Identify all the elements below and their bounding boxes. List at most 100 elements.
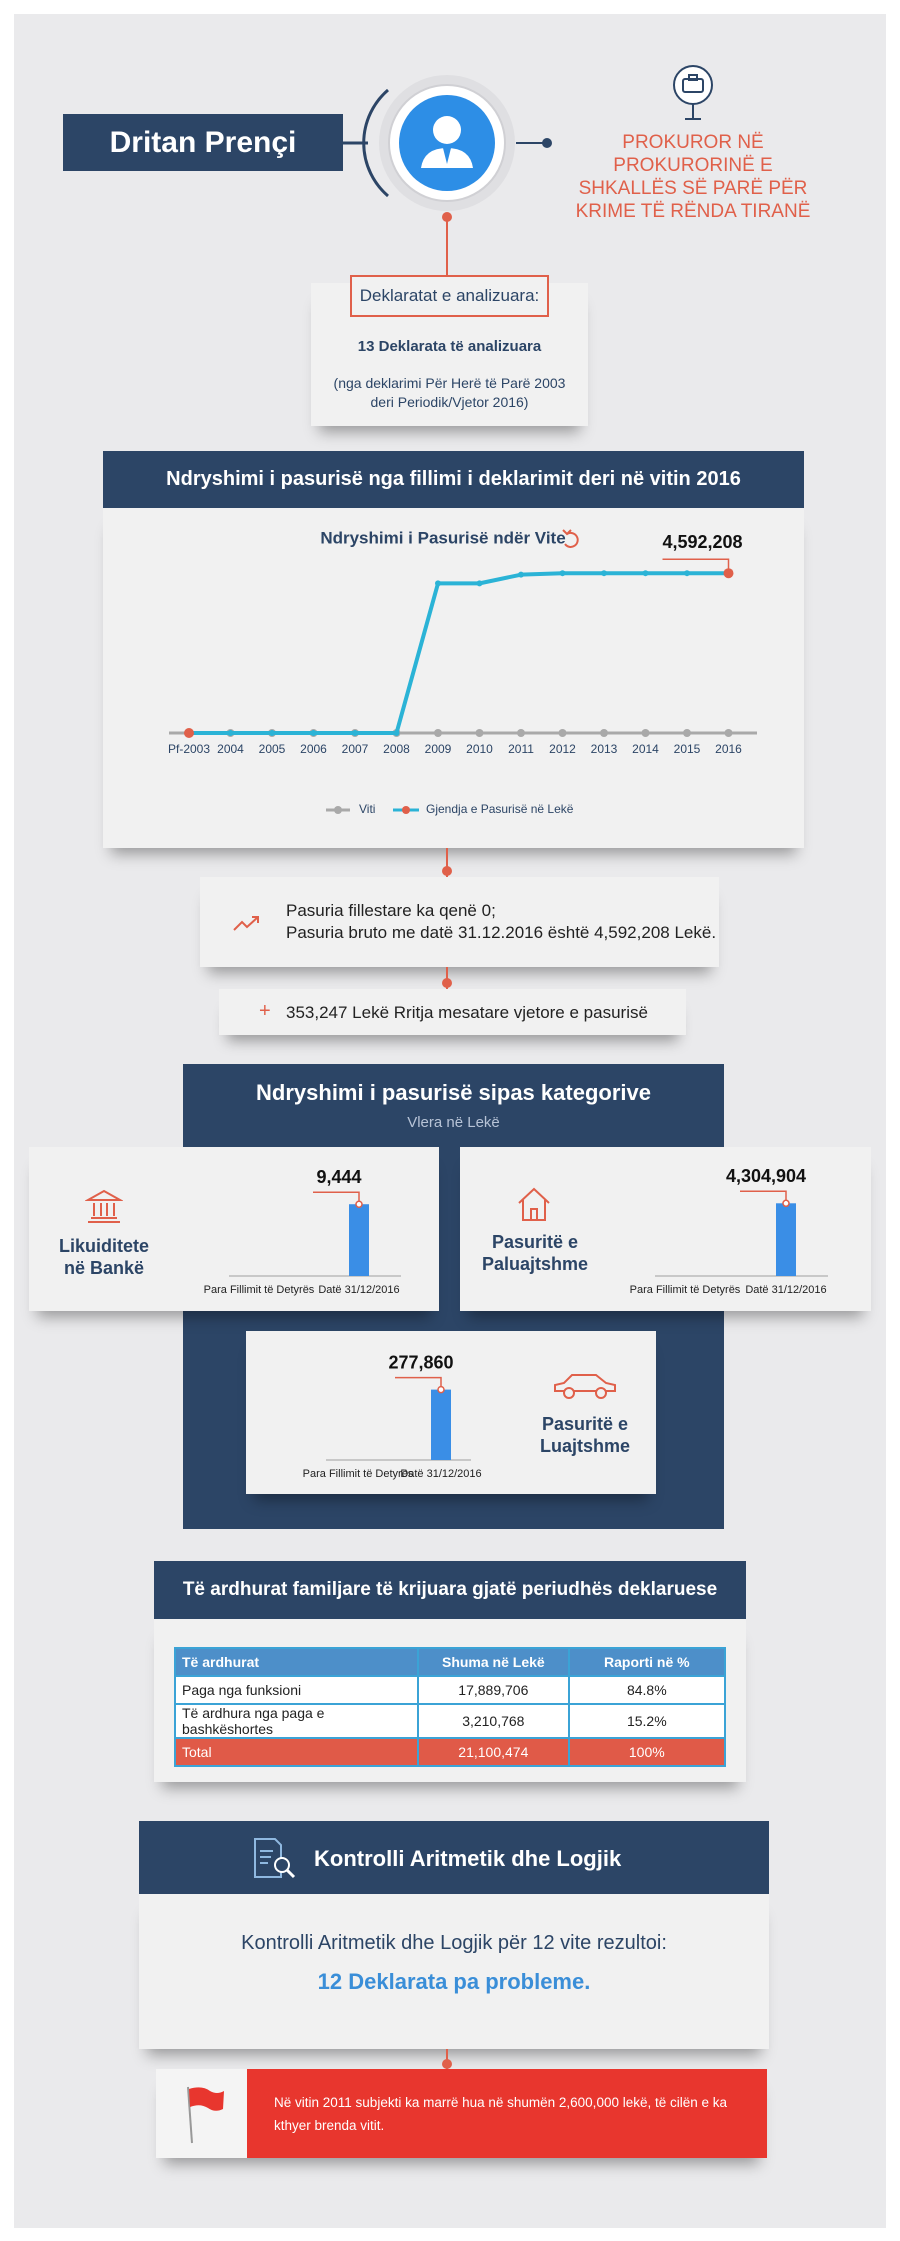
connector [446, 214, 448, 284]
x-tick-label: Datë 31/12/2016 [318, 1284, 399, 1296]
year-dot [724, 729, 733, 737]
legend-swatch [402, 806, 410, 814]
summary-line: Pasuria bruto me datë 31.12.2016 është 4… [286, 923, 717, 942]
year-dot [600, 729, 608, 737]
document-search-icon [254, 1838, 296, 1879]
year-dot [641, 729, 650, 737]
point [184, 728, 194, 738]
growth-box: + 353,247 Lekë Rritja mesatare vjetore e… [219, 989, 686, 1035]
table-row: Të ardhura nga paga e bashkëshortes 3,21… [173, 1703, 727, 1739]
header-cell: Të ardhurat [173, 1647, 420, 1677]
point [227, 730, 234, 736]
trend-icon [233, 916, 259, 931]
house-icon [518, 1187, 550, 1221]
category-card: Pasuritë e Luajtshme Para Fillimit të De… [246, 1331, 656, 1494]
point [684, 570, 690, 577]
year-dot [475, 729, 484, 737]
cell: 84.8% [567, 1675, 727, 1705]
x-tick-label: 2011 [508, 742, 534, 756]
section-header: Të ardhurat familjare të krijuara gjatë … [154, 1561, 746, 1619]
x-tick-label: 2009 [425, 742, 452, 756]
plus-icon: + [259, 1000, 271, 1022]
section-body: Kontrolli Aritmetik dhe Logjik për 12 vi… [139, 1894, 769, 2049]
x-tick-label: 2007 [342, 742, 369, 756]
x-tick-label: 2008 [383, 742, 410, 756]
section-title: Kontrolli Aritmetik dhe Logjik [314, 1846, 622, 1871]
chart-title: Ndryshimi i Pasurisë ndër Vite [320, 528, 565, 547]
x-tick-label: 2005 [259, 742, 286, 756]
note-text: Në vitin 2011 subjekti ka marrë hua në s… [274, 2095, 728, 2133]
name-box: Dritan Prençi [63, 114, 343, 171]
categories-title: Ndryshimi i pasurisë sipas kategorive [256, 1080, 651, 1105]
year-dot [517, 729, 525, 737]
bar-chart: Para Fillimit të Detyrës Datë 31/12/2016 9… [204, 1167, 401, 1296]
connector-dot [442, 212, 452, 222]
declarations-note: (nga deklarimi Për Herë të Parë 2003 [333, 375, 566, 391]
cell: Paga nga funksioni [173, 1675, 420, 1705]
cell: 15.2% [567, 1703, 727, 1739]
declarations-note: deri Periodik/Vjetor 2016) [370, 394, 529, 410]
note-icon-area [156, 2069, 247, 2158]
x-tick-label: Datë 31/12/2016 [745, 1284, 826, 1296]
connector-dot [442, 978, 452, 988]
point [269, 730, 275, 736]
year-dot [683, 729, 691, 737]
growth-text: 353,247 Lekë Rritja mesatare vjetore e p… [286, 1003, 648, 1022]
year-dot [434, 729, 442, 737]
bar-chart: Para Fillimit të Detyrës Datë 31/12/2016 4… [630, 1166, 828, 1296]
x-tick-label: Pf-2003 [168, 742, 210, 756]
income-table: Të ardhurat Shuma në Lekë Raporti në % P… [173, 1647, 727, 1767]
point [310, 730, 317, 736]
value-label: 4,592,208 [662, 532, 742, 552]
x-tick-label: Para Fillimit të Detyrës [204, 1284, 315, 1296]
avatar [343, 75, 552, 211]
cell: Total [173, 1737, 420, 1767]
cell: Të ardhura nga paga e bashkëshortes [173, 1703, 420, 1739]
label-leader [662, 558, 730, 574]
label-leader [740, 1190, 787, 1204]
value-label: 277,860 [388, 1352, 453, 1372]
leader-dot [437, 1385, 445, 1394]
point [435, 580, 441, 587]
value-label: 4,304,904 [726, 1166, 806, 1186]
x-tick-label: 2012 [549, 742, 576, 756]
x-tick-label: Para Fillimit të Detyrës [630, 1284, 741, 1296]
cell: 3,210,768 [417, 1703, 570, 1739]
category-card: Likuiditete në Bankë Para Fillimit të De… [29, 1147, 439, 1311]
categories-subtitle: Vlera në Lekë [407, 1114, 500, 1131]
header-cell: Raporti në % [567, 1647, 727, 1677]
section-title: Të ardhurat familjare të krijuara gjatë … [182, 1579, 718, 1600]
x-tick-label: 2010 [466, 742, 493, 756]
series-line [189, 571, 729, 735]
declarations-box: Deklaratat e analizuara: 13 Deklarata të… [311, 275, 588, 426]
line-chart: Ndryshimi i Pasurisë ndër Vite Pf-2003 20… [168, 528, 757, 816]
x-tick-label: 2004 [217, 742, 244, 756]
refresh-icon [562, 529, 579, 548]
control-result: 12 Deklarata pa probleme. [317, 1969, 591, 1994]
declarations-count: 13 Deklarata të analizuara [357, 338, 542, 355]
car-icon [554, 1374, 616, 1399]
legend-label: Viti [359, 802, 375, 816]
note-box: Në vitin 2011 subjekti ka marrë hua në s… [156, 2069, 767, 2158]
summary-box: Pasuria fillestare ka qenë 0; Pasuria br… [200, 877, 719, 967]
cell: 17,889,706 [417, 1675, 570, 1705]
person-name: Dritan Prençi [109, 125, 297, 159]
section-header: Ndryshimi i pasurisë nga fillimi i dekla… [103, 451, 804, 508]
label-leader [395, 1376, 442, 1390]
position-title: PROKUROR NË PROKURORINË E SHKALLËS SË PA… [575, 132, 811, 222]
bar [776, 1203, 796, 1276]
leader-dot [355, 1200, 363, 1208]
legend-swatch [334, 806, 342, 814]
bar [431, 1389, 451, 1460]
declarations-title: Deklaratat e analizuara: [350, 275, 549, 317]
section-title: Ndryshimi i pasurisë nga fillimi i dekla… [166, 468, 741, 490]
point [393, 730, 400, 736]
x-tick-label: 2015 [674, 742, 701, 756]
section-header: Kontrolli Aritmetik dhe Logjik [139, 1821, 769, 1894]
cell: 100% [567, 1737, 727, 1767]
leader-dot [782, 1199, 790, 1208]
category-label: Pasuritë e Paluajtshme [481, 1232, 589, 1274]
table-header: Të ardhurat Shuma në Lekë Raporti në % [173, 1647, 727, 1677]
connector [446, 848, 448, 878]
